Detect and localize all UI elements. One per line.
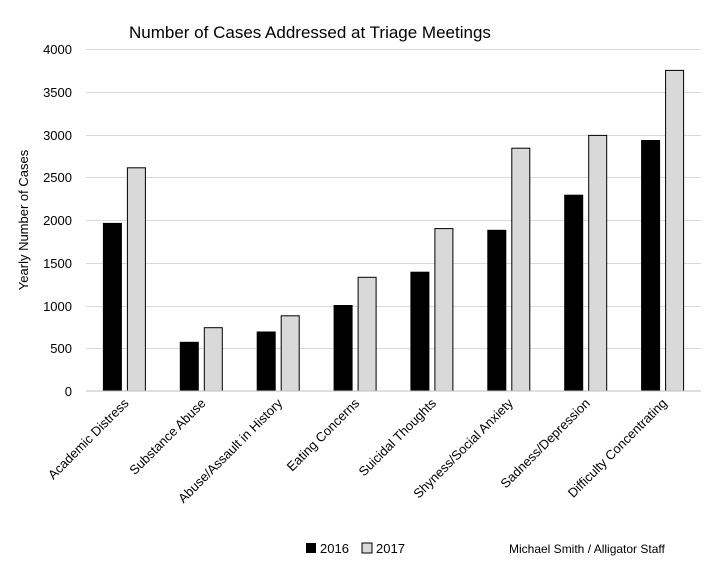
- y-tick-label: 3500: [43, 85, 72, 100]
- y-tick-label: 2000: [43, 213, 72, 228]
- bar-2017-3: [357, 276, 377, 392]
- bar-2016-4: [410, 271, 430, 392]
- bar-2017-5: [511, 147, 531, 392]
- bar-2016-2: [256, 331, 276, 392]
- legend-label-2017: 2017: [376, 541, 405, 556]
- y-tick-label: 4000: [43, 42, 72, 57]
- gridlines: [86, 49, 701, 349]
- bar-2017-2: [280, 315, 300, 392]
- bar-2017-7: [665, 69, 685, 392]
- bar-2016-3: [333, 305, 353, 392]
- credit-text: Michael Smith / Alligator Staff: [509, 542, 666, 556]
- bar-2016-6: [564, 194, 584, 392]
- chart-title: Number of Cases Addressed at Triage Meet…: [129, 23, 491, 42]
- y-tick-label: 1000: [43, 299, 72, 314]
- x-tick-label: Academic Distress: [45, 395, 132, 482]
- bar-2016-0: [102, 222, 122, 392]
- legend: 2016 2017: [306, 541, 405, 556]
- x-tick-label: Suicidal Thoughts: [356, 395, 440, 479]
- bar-2017-6: [588, 134, 608, 392]
- bar-2017-1: [203, 327, 223, 392]
- y-tick-label: 0: [65, 384, 72, 399]
- y-tick-label: 3000: [43, 128, 72, 143]
- bars: [102, 69, 685, 392]
- legend-label-2016: 2016: [320, 541, 349, 556]
- y-tick-label: 1500: [43, 256, 72, 271]
- x-tick-label: Substance Abuse: [126, 396, 208, 478]
- x-tick-label: Eating Concerns: [284, 395, 363, 474]
- bar-2016-5: [487, 229, 507, 392]
- y-axis-ticks: 0 500 1000 1500 2000 2500 3000 3500 4000: [43, 42, 72, 399]
- bar-2017-0: [126, 167, 146, 392]
- y-tick-label: 2500: [43, 170, 72, 185]
- y-tick-label: 500: [50, 341, 72, 356]
- legend-swatch-2016: [306, 543, 316, 553]
- bar-2016-1: [179, 341, 199, 392]
- y-axis-label: Yearly Number of Cases: [16, 149, 31, 290]
- legend-swatch-2017: [361, 542, 373, 554]
- bar-2017-4: [434, 228, 454, 392]
- bar-2016-7: [641, 140, 661, 392]
